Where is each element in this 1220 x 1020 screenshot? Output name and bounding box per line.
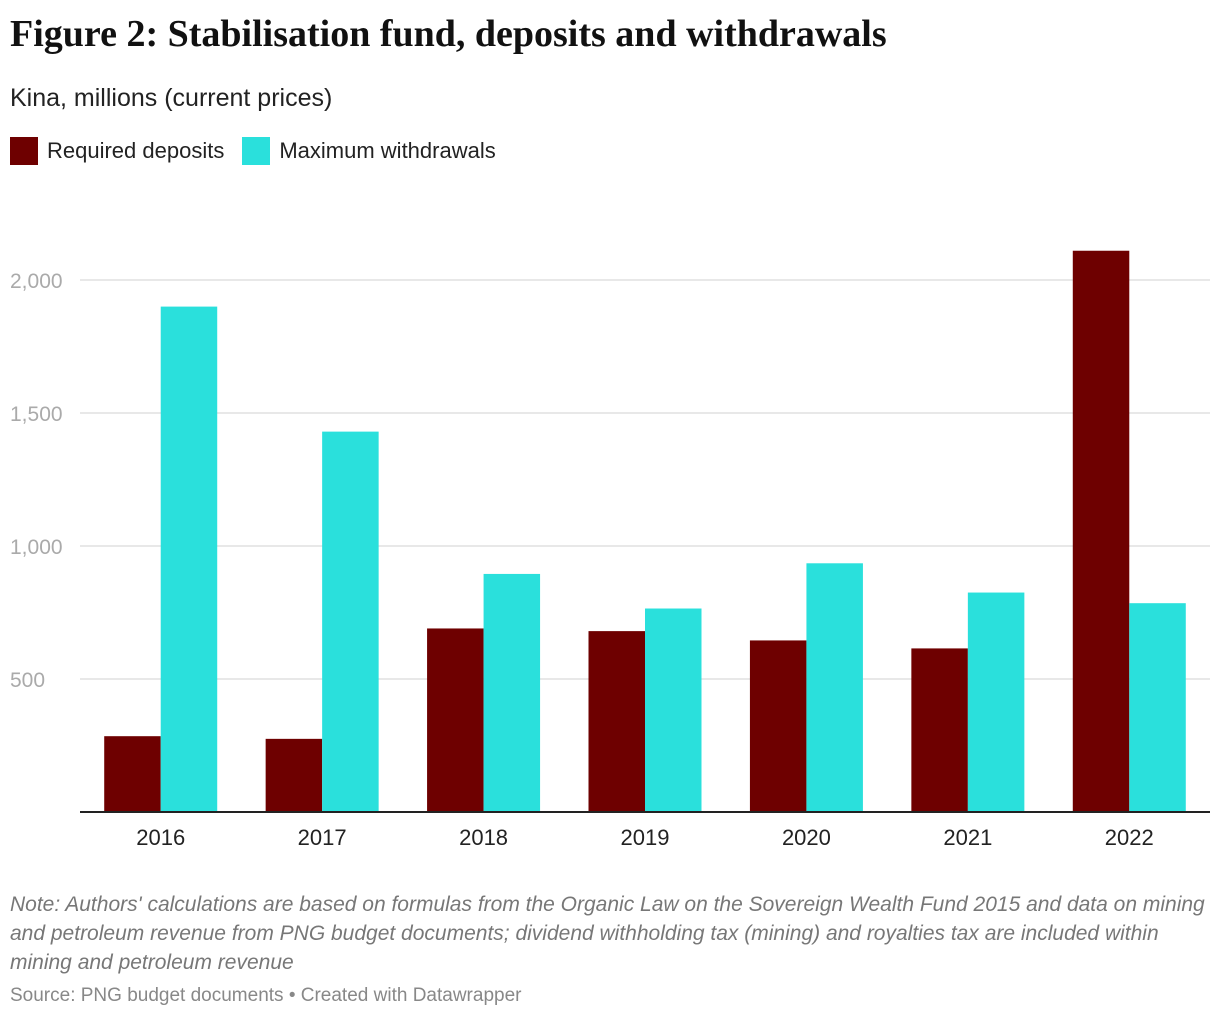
bars xyxy=(104,250,1186,813)
legend-label-deposits: Required deposits xyxy=(47,138,225,163)
x-tick-label: 2018 xyxy=(459,825,508,850)
withdrawal-bar-2021 xyxy=(967,592,1025,812)
deposit-bar-2017 xyxy=(265,738,323,812)
legend: Required deposits Maximum withdrawals xyxy=(10,137,496,165)
chart-note: Note: Authors' calculations are based on… xyxy=(10,893,1205,974)
deposit-bar-2021 xyxy=(911,648,968,812)
deposit-bar-2016 xyxy=(104,736,161,812)
x-axis: 2016 2017 2018 2019 2020 2021 2022 xyxy=(80,811,1210,850)
chart-source: Source: PNG budget documents • Created w… xyxy=(10,985,522,1006)
x-tick-label: 2021 xyxy=(943,825,992,850)
legend-item-deposits: Required deposits xyxy=(10,137,224,165)
y-tick-label: 2,000 xyxy=(10,270,63,293)
x-tick-label: 2019 xyxy=(621,825,670,850)
deposit-bar-2022 xyxy=(1072,250,1130,813)
x-tick-label: 2020 xyxy=(782,825,831,850)
legend-swatch-deposits xyxy=(10,137,38,165)
withdrawal-bar-2016 xyxy=(160,306,218,812)
x-tick-label: 2022 xyxy=(1105,825,1154,850)
legend-swatch-withdrawals xyxy=(242,137,271,165)
y-axis: 500 1,000 1,500 2,000 xyxy=(10,270,63,692)
y-tick-label: 1,000 xyxy=(10,536,63,559)
withdrawal-bar-2020 xyxy=(806,563,863,812)
deposit-bar-2019 xyxy=(588,631,645,812)
x-tick-label: 2016 xyxy=(136,825,185,850)
chart-title: Figure 2: Stabilisation fund, deposits a… xyxy=(10,13,887,55)
withdrawal-bar-2017 xyxy=(322,431,379,812)
x-tick-label: 2017 xyxy=(298,825,347,850)
y-tick-label: 500 xyxy=(10,669,45,692)
legend-label-withdrawals: Maximum withdrawals xyxy=(279,138,496,163)
withdrawal-bar-2018 xyxy=(483,573,541,812)
deposit-bar-2018 xyxy=(427,628,484,812)
deposit-bar-2020 xyxy=(749,640,807,812)
legend-item-withdrawals: Maximum withdrawals xyxy=(242,137,496,165)
y-tick-label: 1,500 xyxy=(10,403,63,426)
chart-subtitle: Kina, millions (current prices) xyxy=(10,84,333,112)
withdrawal-bar-2019 xyxy=(645,608,702,812)
withdrawal-bar-2022 xyxy=(1129,603,1186,812)
